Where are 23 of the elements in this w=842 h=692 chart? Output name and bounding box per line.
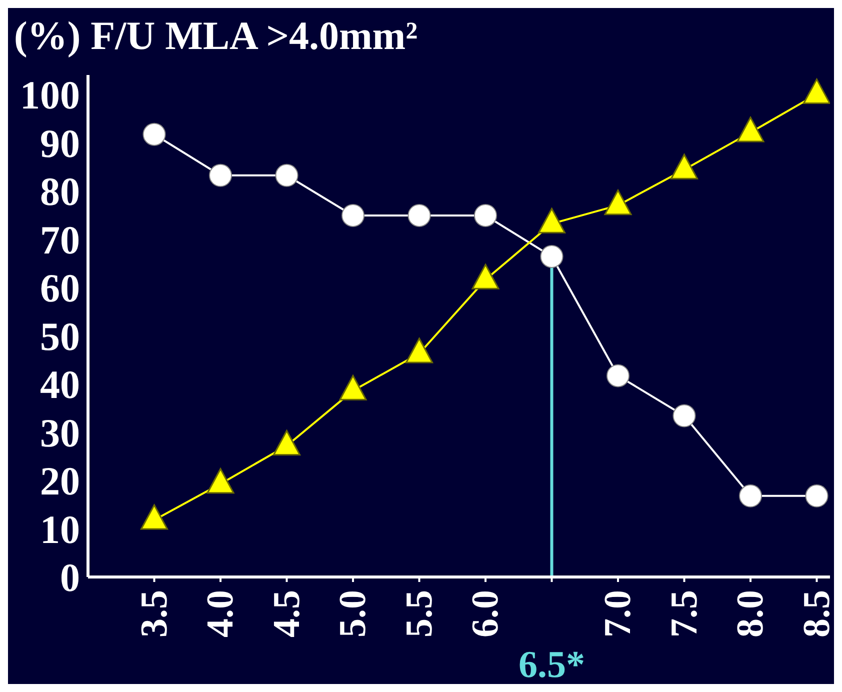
y-tick-label: 90 <box>40 120 80 166</box>
y-tick-label: 30 <box>40 410 80 456</box>
y-tick-label: 100 <box>20 72 80 118</box>
x-tick-label: 8.0 <box>730 590 772 638</box>
chart-title: (%) F/U MLA >4.0mm² <box>14 13 418 58</box>
x-tick-label: 5.5 <box>398 590 440 638</box>
y-tick-label: 20 <box>40 458 80 504</box>
x-tick-label: 4.5 <box>266 590 308 638</box>
y-tick-label: 60 <box>40 266 80 311</box>
y-tick-label: 80 <box>40 169 80 214</box>
x-tick-label: 7.0 <box>597 590 639 638</box>
y-tick-label: 40 <box>40 362 80 408</box>
x-tick-label: 8.5 <box>796 590 838 638</box>
x-tick-label: 4.0 <box>200 590 242 638</box>
x-tick-label: 6.0 <box>464 590 506 638</box>
x-tick-label: 5.0 <box>332 590 374 638</box>
x-tick-label: 7.5 <box>663 590 706 638</box>
y-tick-label: 50 <box>40 314 80 359</box>
y-tick-label: 70 <box>40 217 80 262</box>
x-tick-label: 3.5 <box>133 590 176 638</box>
y-tick-label: 0 <box>60 555 80 600</box>
y-tick-label: 10 <box>40 506 80 552</box>
ref-line-label: 6.5* <box>518 644 585 686</box>
